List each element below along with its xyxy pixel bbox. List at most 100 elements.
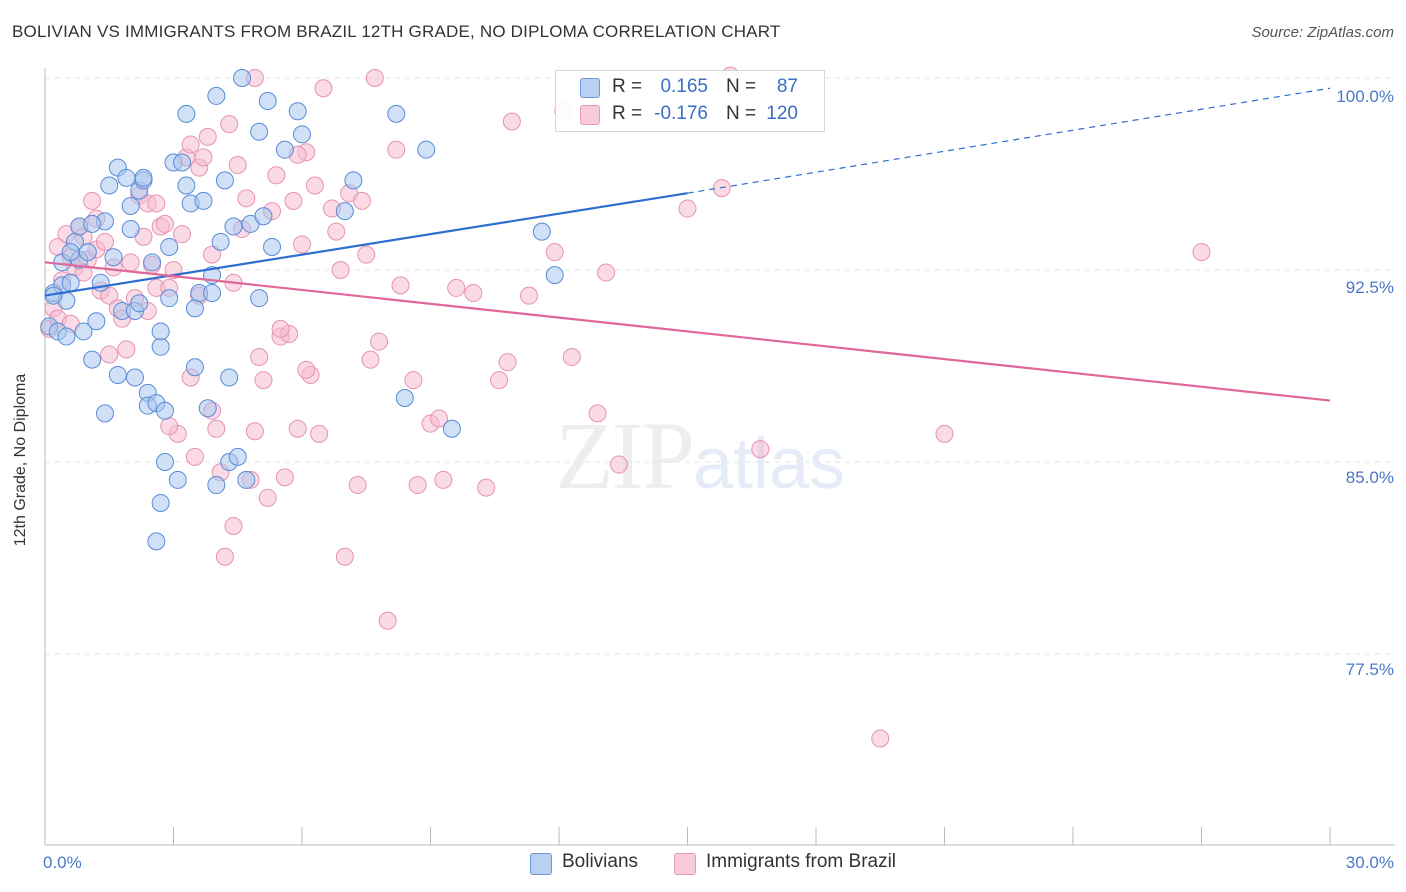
data-point — [395, 389, 414, 407]
legend-item-brazil[interactable]: Immigrants from Brazil — [674, 850, 924, 876]
data-point — [293, 235, 311, 254]
data-point — [83, 191, 102, 210]
data-point — [288, 102, 307, 121]
gridlines — [45, 77, 1395, 655]
brazil-trend-line — [44, 261, 1331, 402]
data-point — [61, 273, 80, 292]
data-point — [104, 248, 123, 267]
stats-legend: R = 0.165 N = 87 R = -0.176 N = 120 — [555, 70, 825, 132]
data-point — [520, 286, 539, 305]
data-point — [284, 191, 303, 210]
data-point — [147, 532, 166, 551]
data-point — [365, 69, 384, 87]
legend-item-bolivians[interactable]: Bolivians — [530, 850, 660, 876]
data-point — [250, 122, 269, 141]
data-point — [155, 401, 174, 420]
brazil-legend-swatch — [674, 853, 696, 875]
data-point — [224, 517, 243, 535]
data-point — [442, 419, 461, 438]
data-point — [434, 470, 453, 489]
data-point — [352, 191, 371, 210]
data-point — [275, 140, 294, 159]
data-point — [134, 168, 153, 187]
data-point — [194, 148, 213, 167]
data-point — [185, 358, 204, 377]
data-point — [417, 140, 436, 159]
data-point — [220, 368, 239, 387]
data-point — [447, 278, 466, 297]
data-point — [117, 340, 136, 359]
data-point — [370, 332, 389, 351]
data-point — [228, 156, 247, 175]
data-point — [335, 202, 354, 221]
data-point — [254, 207, 273, 226]
data-point — [271, 319, 290, 338]
data-point — [288, 419, 307, 438]
data-point — [160, 417, 179, 436]
data-point — [871, 729, 890, 748]
data-point — [198, 399, 217, 418]
data-point — [335, 547, 354, 566]
data-point — [155, 453, 174, 471]
data-point — [331, 261, 350, 279]
data-point — [545, 243, 564, 262]
data-point — [361, 350, 380, 369]
data-point — [545, 266, 564, 285]
data-point — [357, 245, 376, 264]
data-point — [464, 284, 483, 303]
data-point — [215, 547, 234, 566]
data-point — [194, 191, 213, 210]
legend-row-bolivians: R = 0.165 N = 87 — [556, 74, 824, 100]
data-point — [121, 253, 140, 272]
data-point — [151, 322, 170, 341]
data-point — [74, 322, 93, 341]
data-point — [498, 353, 517, 372]
data-point — [181, 135, 200, 154]
data-point — [177, 104, 196, 123]
data-point — [490, 371, 509, 390]
data-point — [83, 214, 102, 233]
n-value: 87 — [776, 76, 798, 97]
data-point — [57, 327, 76, 346]
data-point — [562, 348, 581, 367]
data-point — [532, 222, 551, 241]
data-point — [160, 289, 179, 308]
data-point — [185, 299, 204, 318]
data-point — [100, 345, 119, 364]
data-point — [597, 263, 616, 282]
data-point — [95, 404, 114, 423]
r-value: -0.176 — [654, 103, 708, 124]
data-point — [151, 337, 170, 356]
data-point — [151, 493, 170, 512]
x-tick-label: 30.0% — [1345, 853, 1394, 872]
data-point — [391, 276, 410, 295]
r-label: R = — [612, 76, 643, 97]
data-point — [207, 419, 226, 438]
n-label: N = — [726, 103, 757, 124]
data-point — [220, 115, 239, 134]
data-point — [155, 214, 174, 233]
bolivians-trend-line — [44, 192, 688, 297]
data-point — [108, 365, 127, 384]
data-point — [237, 470, 256, 489]
data-point — [245, 422, 264, 441]
data-point — [477, 478, 496, 497]
data-point — [314, 79, 333, 98]
data-point — [95, 232, 114, 251]
y-tick-label: 100.0% — [1336, 87, 1394, 106]
data-point — [117, 168, 136, 187]
zipatlas-watermark: ZIPatlas — [555, 400, 845, 511]
brazil-swatch — [580, 105, 600, 125]
data-point — [100, 286, 119, 305]
data-point — [254, 371, 273, 390]
data-point — [678, 199, 697, 218]
data-point — [160, 237, 179, 256]
legend-row-brazil: R = -0.176 N = 120 — [556, 101, 824, 127]
data-point — [121, 197, 140, 215]
y-tick-label: 77.5% — [1345, 660, 1394, 679]
source-label: Source: ZipAtlas.com — [1251, 24, 1394, 41]
data-point — [430, 409, 449, 428]
data-point — [203, 284, 222, 303]
chart-title: BOLIVIAN VS IMMIGRANTS FROM BRAZIL 12TH … — [12, 22, 781, 41]
bolivian-points — [40, 69, 564, 551]
